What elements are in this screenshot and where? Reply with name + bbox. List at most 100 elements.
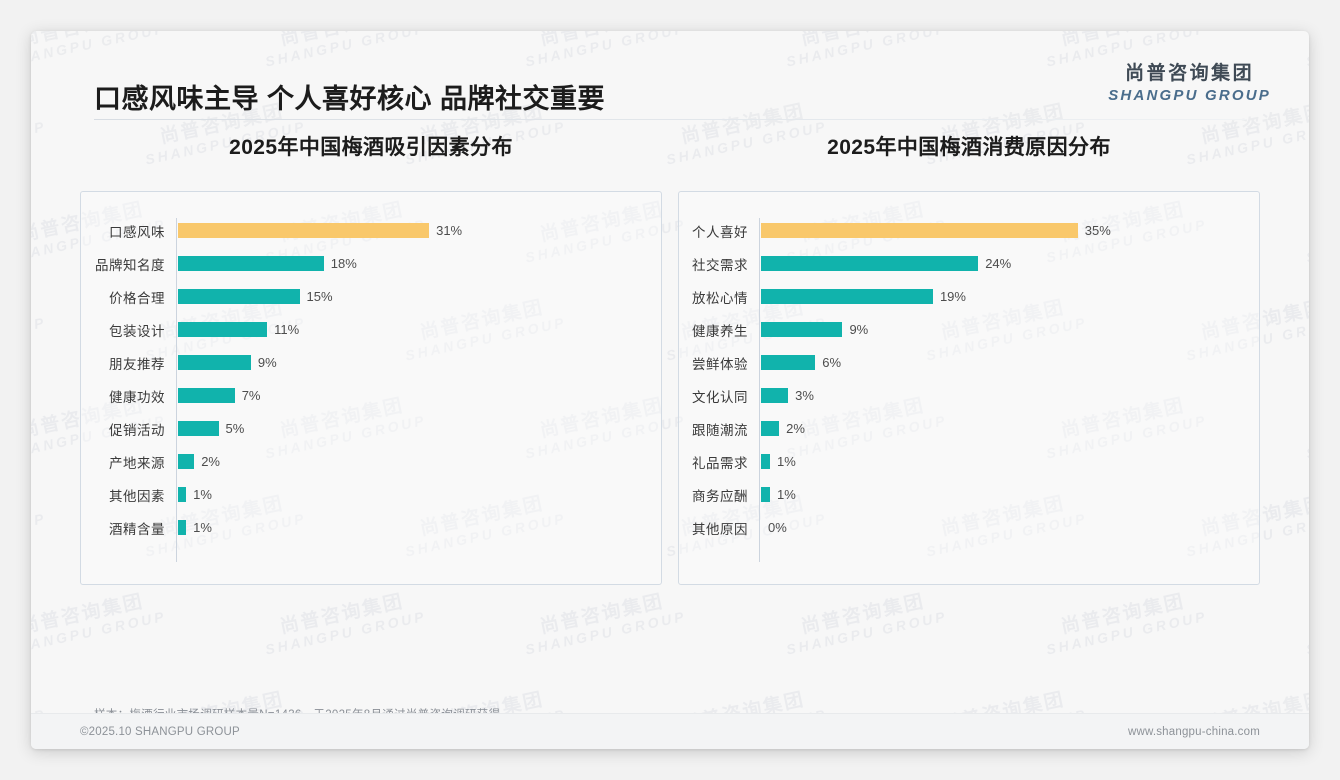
- chart-bar-row[interactable]: 尝鲜体验 6%: [679, 346, 1245, 379]
- logo-chinese-text: 尚普咨询集团: [1125, 63, 1255, 84]
- bar-category-label: 健康养生: [692, 323, 748, 339]
- bar[interactable]: [761, 256, 979, 271]
- chart-bar-row[interactable]: 商务应酬 1%: [679, 478, 1245, 511]
- watermark-chinese: 尚普咨询集团: [1300, 582, 1309, 643]
- bar[interactable]: [178, 256, 324, 271]
- bar[interactable]: [761, 388, 789, 403]
- bar[interactable]: [178, 223, 430, 238]
- bar[interactable]: [178, 520, 187, 535]
- chart-bar-row[interactable]: 包装设计 11%: [81, 313, 647, 346]
- bar[interactable]: [178, 355, 251, 370]
- bar-track: 7%: [176, 388, 647, 403]
- chart-bar-row[interactable]: 促销活动 5%: [81, 412, 647, 445]
- bar-category-label: 跟随潮流: [692, 422, 748, 438]
- bar-value-label: 2%: [201, 454, 220, 469]
- bar-track: 5%: [176, 421, 647, 436]
- chart-bar-row[interactable]: 礼品需求 1%: [679, 445, 1245, 478]
- watermark-chinese: 尚普咨询集团: [1059, 591, 1187, 638]
- bar-category-label: 价格合理: [109, 290, 165, 306]
- chart-bar-row[interactable]: 跟随潮流 2%: [679, 412, 1245, 445]
- chart-bar-row[interactable]: 酒精含量 1%: [81, 511, 647, 544]
- chart-axis-line: [176, 218, 177, 562]
- bar-category-label: 放松心情: [692, 290, 748, 306]
- chart-bar-row[interactable]: 朋友推荐 9%: [81, 346, 647, 379]
- bar-value-label: 0%: [768, 520, 787, 535]
- bar[interactable]: [178, 487, 187, 502]
- bar-track: 3%: [759, 388, 1245, 403]
- chart-bar-row[interactable]: 文化认同 3%: [679, 379, 1245, 412]
- bar-track: 1%: [176, 487, 647, 502]
- copyright-text: ©2025.10 SHANGPU GROUP: [80, 725, 240, 738]
- bar-value-label: 6%: [822, 355, 842, 370]
- bar-value-label: 19%: [939, 289, 966, 304]
- chart-bar-row[interactable]: 放松心情 19%: [679, 280, 1245, 313]
- bar-value-label: 24%: [985, 256, 1012, 271]
- bar[interactable]: [761, 289, 933, 304]
- bar-category-label: 酒精含量: [109, 521, 165, 537]
- chart-bar-row[interactable]: 口感风味 31%: [81, 214, 647, 247]
- chart-bar-row[interactable]: 社交需求 24%: [679, 247, 1245, 280]
- bar-value-label: 1%: [193, 520, 212, 535]
- bar-track: 11%: [176, 322, 647, 337]
- bar-value-label: 1%: [777, 487, 796, 502]
- watermark-chinese: 尚普咨询集团: [31, 591, 146, 638]
- bar-track: 1%: [176, 520, 647, 535]
- watermark-english: SHANGPU GROUP: [31, 607, 168, 658]
- chart-title: 2025年中国梅酒吸引因素分布: [229, 136, 513, 159]
- bar-value-label: 3%: [795, 388, 814, 403]
- bar-track: 6%: [759, 355, 1245, 370]
- chart-bar-row[interactable]: 产地来源 2%: [81, 445, 647, 478]
- bar[interactable]: [761, 322, 843, 337]
- bar-category-label: 品牌知名度: [95, 257, 165, 273]
- bar[interactable]: [178, 388, 235, 403]
- bar-track: 9%: [176, 355, 647, 370]
- bar-track: 0%: [759, 520, 1245, 535]
- chart-plot-area: 口感风味 31% 品牌知名度 18% 价格合理 15% 包装设计 11% 朋友推荐 9% 健康功效 7…: [81, 214, 647, 568]
- bar-value-label: 9%: [849, 322, 869, 337]
- bar-track: 2%: [759, 421, 1245, 436]
- bar[interactable]: [178, 421, 219, 436]
- chart-bar-row[interactable]: 其他因素 1%: [81, 478, 647, 511]
- bar[interactable]: [178, 454, 195, 469]
- watermark-english: SHANGPU GROUP: [264, 607, 429, 658]
- bar-category-label: 礼品需求: [692, 455, 748, 471]
- bar-track: 24%: [759, 256, 1245, 271]
- bar-category-label: 其他原因: [692, 521, 748, 537]
- bar-track: 18%: [176, 256, 647, 271]
- bar-track: 15%: [176, 289, 647, 304]
- chart-bar-row[interactable]: 其他原因 0%: [679, 511, 1245, 544]
- bar[interactable]: [761, 454, 771, 469]
- bar[interactable]: [761, 487, 771, 502]
- bar-category-label: 尝鲜体验: [692, 356, 748, 372]
- page-title: 口感风味主导 个人喜好核心 品牌社交重要: [94, 84, 606, 114]
- chart-bar-row[interactable]: 健康养生 9%: [679, 313, 1245, 346]
- chart-bar-row[interactable]: 个人喜好 35%: [679, 214, 1245, 247]
- bar-value-label: 1%: [777, 454, 796, 469]
- chart-bar-row[interactable]: 健康功效 7%: [81, 379, 647, 412]
- logo-english-text: SHANGPU GROUP: [1108, 86, 1271, 104]
- bar-category-label: 口感风味: [109, 224, 165, 240]
- bar-category-label: 商务应酬: [692, 488, 748, 504]
- bar[interactable]: [761, 223, 1078, 238]
- chart-bar-row[interactable]: 品牌知名度 18%: [81, 247, 647, 280]
- website-text[interactable]: www.shangpu-china.com: [1127, 725, 1260, 738]
- chart-card: 口感风味 31% 品牌知名度 18% 价格合理 15% 包装设计 11% 朋友推荐 9% 健康功效 7…: [80, 191, 662, 585]
- bar-value-label: 1%: [193, 487, 212, 502]
- watermark-chinese: 尚普咨询集团: [798, 591, 927, 638]
- bar-value-label: 7%: [241, 388, 261, 403]
- bar-category-label: 产地来源: [109, 455, 165, 471]
- bar[interactable]: [178, 322, 268, 337]
- watermark-english: SHANGPU GROUP: [1044, 607, 1209, 658]
- bar[interactable]: [761, 355, 816, 370]
- bar-track: 9%: [759, 322, 1245, 337]
- bar[interactable]: [178, 289, 300, 304]
- bar[interactable]: [761, 421, 780, 436]
- chart-bar-row[interactable]: 价格合理 15%: [81, 280, 647, 313]
- watermark-english: SHANGPU GROUP: [524, 607, 689, 658]
- bar-value-label: 5%: [225, 421, 245, 436]
